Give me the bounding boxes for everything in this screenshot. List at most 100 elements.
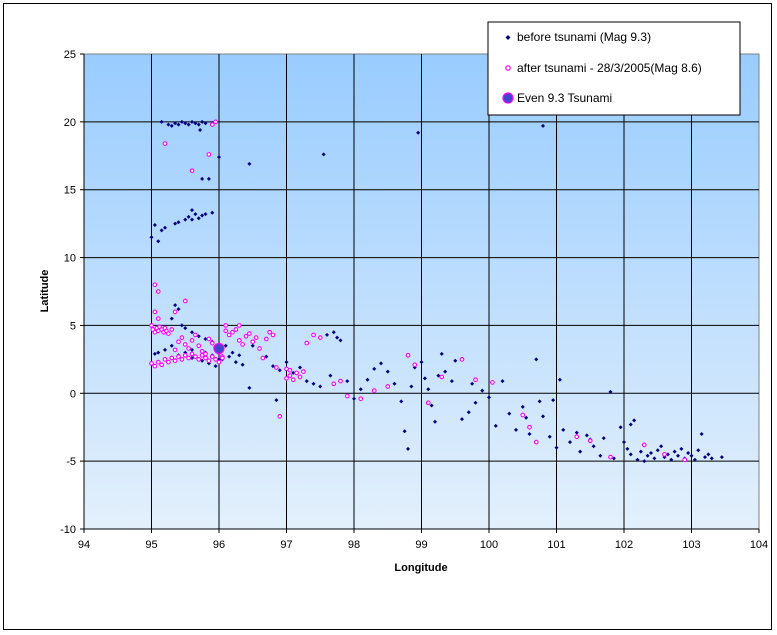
- before-point: [608, 389, 613, 394]
- before-point: [568, 440, 572, 445]
- x-tick-label: 104: [750, 539, 768, 551]
- after-point: [284, 376, 289, 381]
- after-point: [186, 355, 191, 361]
- legend: before tsunami (Mag 9.3) after tsunami -…: [487, 21, 741, 116]
- before-point: [719, 455, 724, 460]
- before-point: [237, 353, 242, 358]
- before-point: [149, 235, 154, 240]
- legend-label-after: after tsunami - 28/3/2005(Mag 8.6): [517, 61, 702, 75]
- before-point: [611, 456, 616, 461]
- before-point: [186, 122, 191, 127]
- after-point: [196, 357, 202, 362]
- after-point: [199, 348, 205, 354]
- before-point: [453, 358, 458, 363]
- after-point: [405, 352, 411, 358]
- before-point: [274, 398, 279, 403]
- before-point: [159, 119, 164, 124]
- axes: [80, 53, 760, 533]
- before-point: [230, 350, 235, 355]
- after-point: [250, 339, 256, 345]
- x-axis-title: Longitude: [394, 562, 447, 574]
- before-point: [635, 457, 640, 462]
- after-point: [662, 452, 667, 457]
- after-point: [223, 328, 229, 334]
- after-point: [257, 346, 262, 351]
- before-point: [284, 360, 289, 365]
- after-point: [230, 329, 235, 335]
- legend-label-before: before tsunami (Mag 9.3): [517, 30, 651, 44]
- after-point: [155, 316, 161, 321]
- before-point: [406, 446, 410, 451]
- before-point: [507, 411, 512, 416]
- after-point: [290, 377, 296, 383]
- after-point: [172, 347, 178, 353]
- x-tick-label: 100: [480, 539, 498, 551]
- before-point: [358, 387, 363, 392]
- before-point: [183, 121, 188, 126]
- before-point: [618, 425, 623, 430]
- after-point: [263, 336, 269, 342]
- after-point: [533, 439, 539, 445]
- legend-box: [487, 21, 741, 116]
- after-point: [169, 327, 175, 332]
- after-point: [203, 355, 208, 361]
- after-point: [149, 361, 154, 366]
- after-point: [247, 331, 252, 336]
- before-point: [426, 387, 431, 392]
- before-point: [433, 419, 437, 424]
- before-point: [520, 404, 525, 409]
- after-point: [294, 370, 299, 376]
- before-point: [213, 364, 218, 369]
- after-point: [233, 327, 239, 332]
- before-point: [190, 119, 194, 124]
- before-point: [186, 214, 191, 219]
- legend-marker-before: [505, 35, 511, 40]
- before-point: [561, 427, 566, 432]
- before-point: [331, 330, 336, 335]
- before-point: [179, 119, 184, 124]
- before-point: [655, 448, 660, 453]
- before-point: [372, 366, 377, 371]
- after-point: [641, 442, 647, 448]
- after-point: [527, 424, 532, 430]
- legend-marker-even: [502, 92, 514, 104]
- before-point: [578, 449, 583, 454]
- after-point: [358, 396, 364, 402]
- before-point: [466, 410, 471, 415]
- before-point: [190, 208, 194, 213]
- after-point: [267, 329, 272, 335]
- after-point: [412, 362, 418, 368]
- before-point: [173, 121, 178, 126]
- before-point: [689, 453, 694, 458]
- series-2: [213, 342, 225, 355]
- before-point: [169, 123, 174, 128]
- after-point: [155, 359, 161, 365]
- x-tick-label: 101: [547, 539, 565, 551]
- before-point: [200, 358, 205, 363]
- tick-labels: 94 95 96 97 98 99 100 101 102 103 104 -10 -5 0 5 10 15 20…: [60, 49, 768, 551]
- before-point: [200, 213, 205, 218]
- after-point: [209, 354, 215, 359]
- before-point: [493, 423, 498, 428]
- after-point: [371, 388, 377, 393]
- before-point: [227, 354, 232, 359]
- before-point: [233, 360, 238, 365]
- before-point: [176, 122, 181, 127]
- before-point: [190, 347, 194, 352]
- before-point: [193, 121, 198, 126]
- before-point: [203, 212, 208, 217]
- after-point: [297, 374, 303, 380]
- after-point: [213, 357, 218, 362]
- legend-item-before: before tsunami (Mag 9.3): [505, 30, 651, 44]
- after-point: [213, 119, 218, 125]
- after-point: [236, 338, 242, 343]
- before-point: [514, 427, 518, 432]
- before-point: [554, 445, 559, 450]
- after-point: [459, 357, 465, 362]
- before-point: [298, 365, 302, 370]
- after-point: [287, 373, 293, 378]
- before-point: [638, 449, 643, 454]
- after-point: [166, 359, 171, 365]
- before-point: [247, 161, 252, 166]
